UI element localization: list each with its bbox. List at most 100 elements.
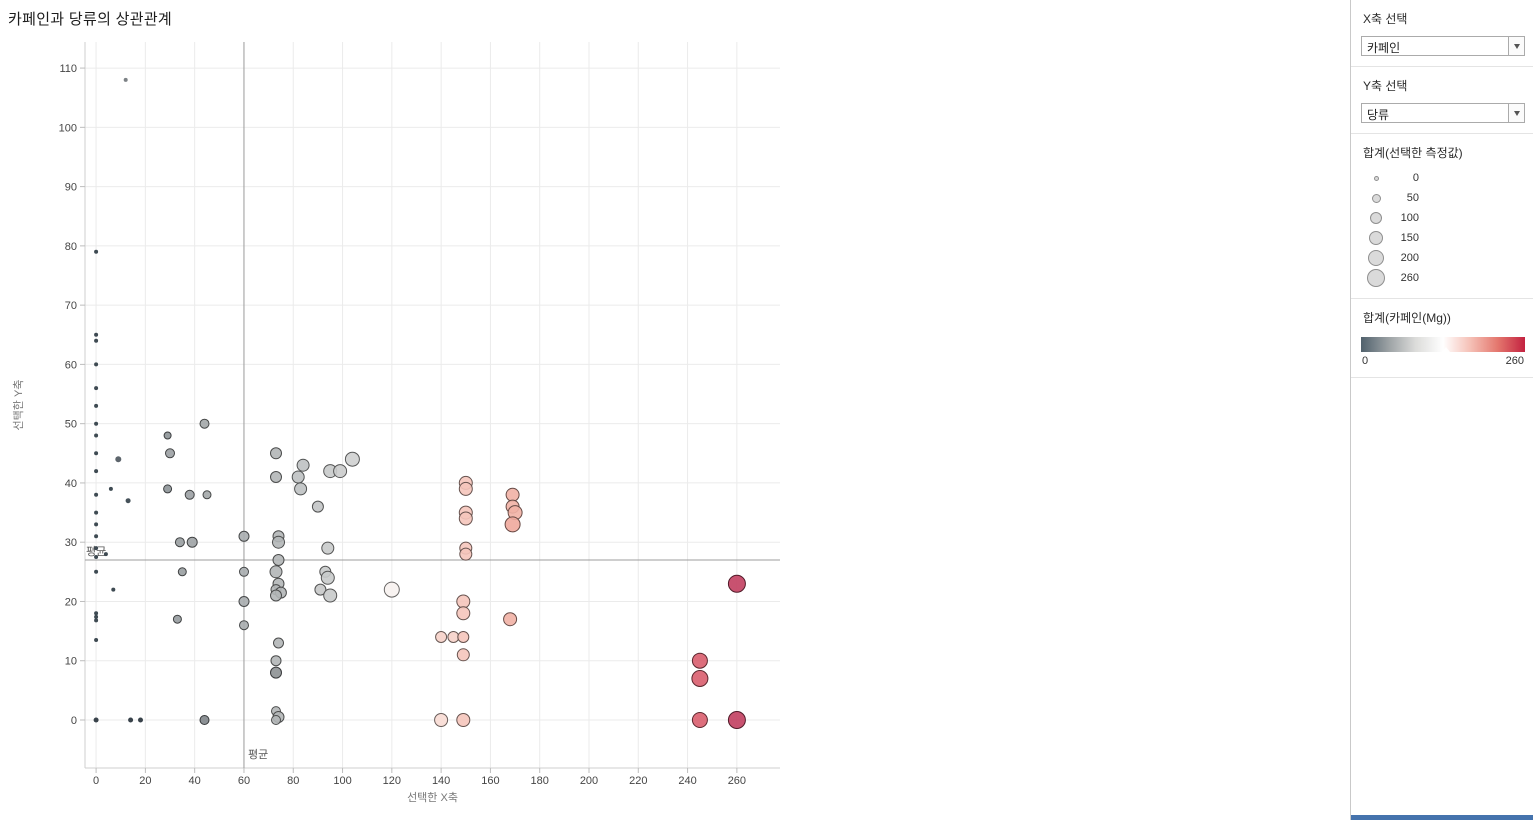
scatter-point[interactable] xyxy=(94,546,99,551)
scatter-plot[interactable]: 0 20 40 60 80 100 120 140 160 180 200 220 240 260 0 10 2… xyxy=(0,0,1350,820)
scatter-point[interactable] xyxy=(94,611,99,616)
scatter-point[interactable] xyxy=(691,652,708,669)
scatter-point[interactable] xyxy=(447,631,460,643)
scatter-point[interactable] xyxy=(272,535,285,549)
scatter-point[interactable] xyxy=(94,638,99,642)
scatter-point[interactable] xyxy=(94,403,99,408)
size-legend-item[interactable]: 260 xyxy=(1361,268,1525,288)
scatter-point[interactable] xyxy=(94,421,99,426)
x-axis-dropdown[interactable]: 카페인 xyxy=(1361,36,1525,56)
scatter-point[interactable] xyxy=(174,537,185,548)
scatter-point[interactable] xyxy=(457,631,470,643)
scatter-point[interactable] xyxy=(138,717,143,723)
scatter-point[interactable] xyxy=(93,717,99,723)
scatter-point[interactable] xyxy=(125,498,131,504)
scatter-point[interactable] xyxy=(94,555,99,559)
scatter-point[interactable] xyxy=(184,489,195,500)
scatter-point[interactable] xyxy=(94,451,99,456)
scatter-point[interactable] xyxy=(270,666,282,679)
x-axis-dropdown-button[interactable] xyxy=(1508,37,1524,55)
scatter-point[interactable] xyxy=(503,612,518,627)
scatter-point[interactable] xyxy=(165,448,175,459)
scatter-point[interactable] xyxy=(115,456,122,463)
scatter-point[interactable] xyxy=(296,458,310,472)
scatter-point[interactable] xyxy=(344,451,360,467)
scatter-point[interactable] xyxy=(199,715,210,725)
scatter-point[interactable] xyxy=(727,574,746,593)
scatter-point[interactable] xyxy=(94,522,99,527)
scatter-point[interactable] xyxy=(311,500,324,513)
scatter-point[interactable] xyxy=(333,464,348,479)
scatter-point[interactable] xyxy=(172,614,182,624)
scatter-point[interactable] xyxy=(271,715,281,725)
scatter-point[interactable] xyxy=(111,587,116,592)
size-legend-item[interactable]: 100 xyxy=(1361,208,1525,228)
scatter-point[interactable] xyxy=(456,648,470,662)
scatter-point[interactable] xyxy=(163,484,173,494)
scatter-point[interactable] xyxy=(269,565,283,579)
scatter-point[interactable] xyxy=(94,386,99,391)
scatter-point[interactable] xyxy=(294,482,308,496)
scatter-point[interactable] xyxy=(94,362,99,367)
scatter-point[interactable] xyxy=(458,511,473,526)
scatter-point[interactable] xyxy=(459,547,473,561)
color-gradient-bar[interactable] xyxy=(1361,337,1525,352)
y-axis-dropdown[interactable]: 당류 xyxy=(1361,103,1525,123)
scatter-point[interactable] xyxy=(103,552,108,557)
scatter-point[interactable] xyxy=(123,77,128,82)
scatter-point[interactable] xyxy=(691,712,708,728)
horizontal-scrollbar[interactable] xyxy=(1351,815,1533,820)
size-legend-item[interactable]: 0 xyxy=(1361,168,1525,188)
size-legend-value: 260 xyxy=(1400,272,1419,284)
scatter-point[interactable] xyxy=(504,516,521,533)
scatter-point[interactable] xyxy=(94,433,99,438)
scatter-point[interactable] xyxy=(238,596,250,607)
scatter-point[interactable] xyxy=(291,470,305,484)
scatter-point[interactable] xyxy=(456,606,471,621)
scatter-point[interactable] xyxy=(94,249,99,254)
scatter-point[interactable] xyxy=(128,717,134,723)
scatter-point[interactable] xyxy=(94,492,99,497)
scatter-point[interactable] xyxy=(434,713,449,727)
size-legend-item[interactable]: 150 xyxy=(1361,228,1525,248)
scatter-point[interactable] xyxy=(94,338,99,343)
scatter-point[interactable] xyxy=(320,570,335,585)
scatter-point[interactable] xyxy=(270,447,282,460)
scatter-point[interactable] xyxy=(314,583,327,596)
size-legend-item[interactable]: 50 xyxy=(1361,188,1525,208)
scrollbar-thumb[interactable] xyxy=(1351,815,1533,820)
scatter-point[interactable] xyxy=(273,637,284,649)
scatter-point[interactable] xyxy=(202,490,212,500)
scatter-point[interactable] xyxy=(458,481,473,496)
scatter-point[interactable] xyxy=(321,541,335,555)
scatter-point[interactable] xyxy=(238,530,250,542)
scatter-point[interactable] xyxy=(186,536,198,548)
scatter-point[interactable] xyxy=(435,631,448,643)
y-axis-dropdown-button[interactable] xyxy=(1508,104,1524,122)
scatter-point[interactable] xyxy=(505,487,520,502)
scatter-point[interactable] xyxy=(94,618,99,623)
scatter-point[interactable] xyxy=(94,469,99,474)
scatter-point[interactable] xyxy=(94,534,99,539)
scatter-point[interactable] xyxy=(94,510,99,515)
scatter-point[interactable] xyxy=(94,332,99,337)
scatter-point[interactable] xyxy=(383,581,400,598)
scatter-point[interactable] xyxy=(270,655,282,667)
scatter-point[interactable] xyxy=(727,711,746,729)
scatter-point[interactable] xyxy=(94,614,99,619)
scatter-point[interactable] xyxy=(94,569,99,574)
scatter-point[interactable] xyxy=(270,589,282,602)
size-legend-item[interactable]: 200 xyxy=(1361,248,1525,268)
scatter-point[interactable] xyxy=(323,588,338,603)
scatter-point[interactable] xyxy=(199,418,210,429)
scatter-point[interactable] xyxy=(270,471,282,483)
scatter-point[interactable] xyxy=(456,713,471,727)
scatter-point[interactable] xyxy=(456,594,471,609)
scatter-point[interactable] xyxy=(239,620,249,631)
scatter-point[interactable] xyxy=(108,486,113,491)
scatter-point[interactable] xyxy=(272,554,285,566)
scatter-point[interactable] xyxy=(177,567,187,577)
scatter-point[interactable] xyxy=(163,431,172,440)
scatter-point[interactable] xyxy=(239,566,249,577)
scatter-point[interactable] xyxy=(691,670,709,687)
